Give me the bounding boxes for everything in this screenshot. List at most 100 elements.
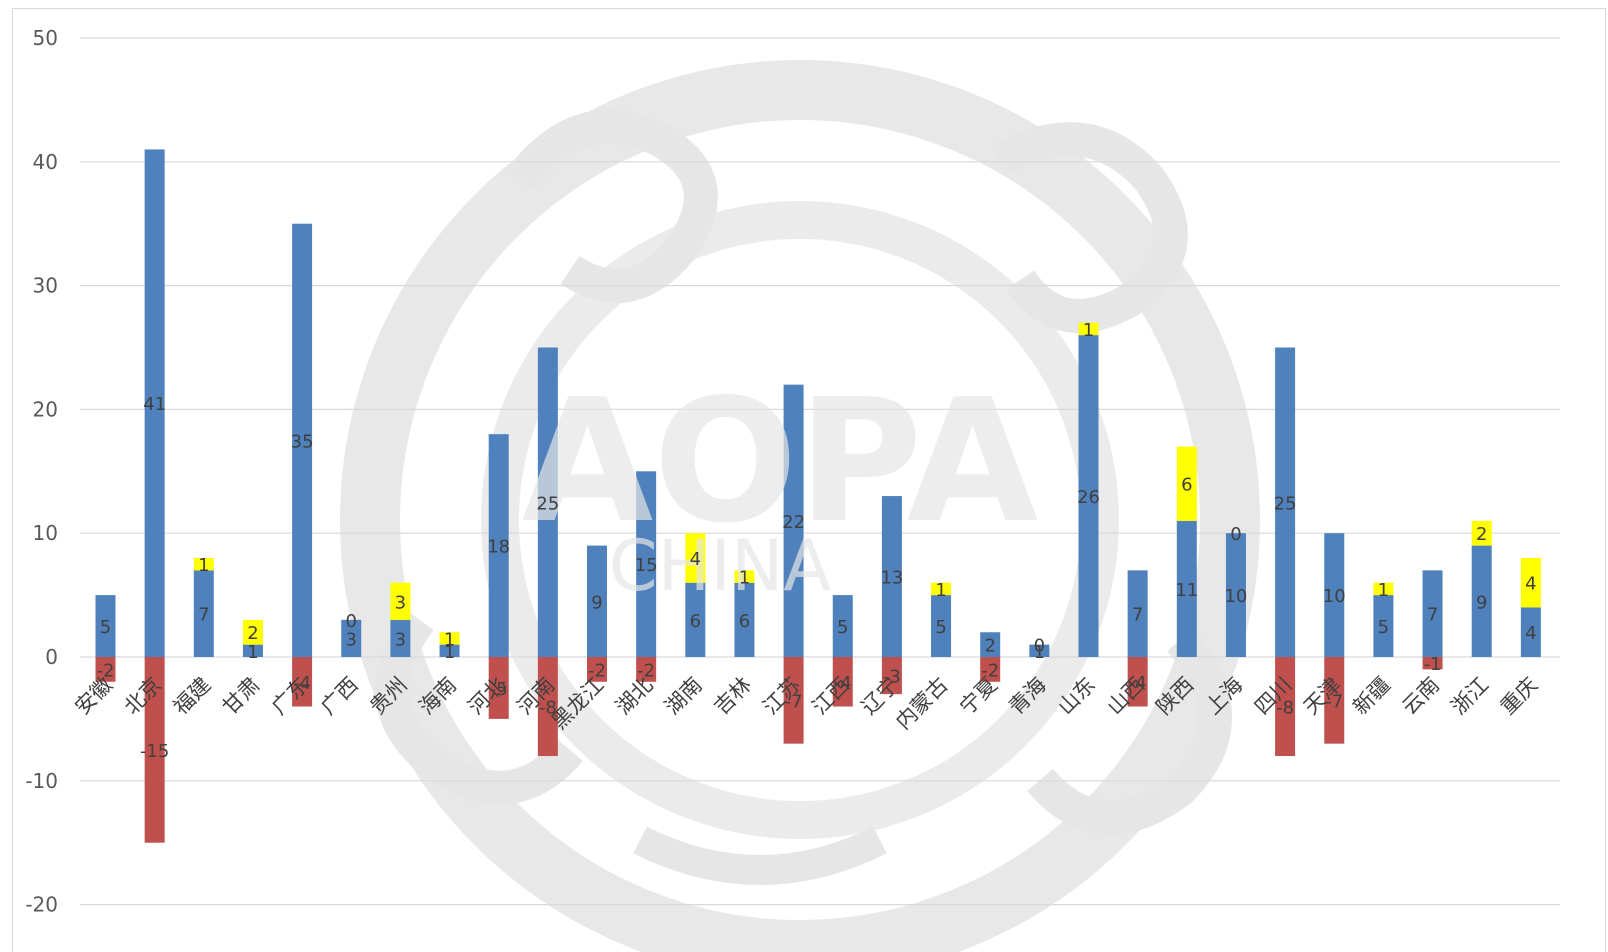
data-label-blue: 5 — [935, 617, 946, 638]
bar-blue — [587, 545, 607, 657]
data-label-red: -2 — [97, 660, 115, 681]
data-label-blue: 11 — [1175, 580, 1198, 601]
data-label-red: -5 — [490, 679, 508, 700]
watermark-text: AOPA CHINA — [522, 363, 1039, 607]
bar-yellow — [1520, 557, 1541, 608]
bar-red — [1127, 657, 1148, 707]
gridlines — [80, 37, 1560, 906]
data-label-red: -7 — [1325, 691, 1343, 712]
bar-yellow — [931, 582, 952, 596]
x-category-label: 福建 — [169, 673, 216, 720]
data-label-yellow: 0 — [1034, 636, 1045, 657]
bar-yellow — [685, 533, 706, 583]
data-label-yellow: 1 — [198, 555, 209, 576]
bar-red — [1422, 657, 1443, 670]
data-label-blue: 22 — [782, 512, 805, 533]
bar-blue — [1275, 347, 1296, 657]
bar-blue — [1422, 570, 1443, 657]
data-label-blue: 41 — [143, 394, 166, 415]
data-label-yellow: 1 — [1083, 320, 1094, 341]
bar-yellow — [242, 619, 263, 645]
x-category-label: 吉林 — [709, 673, 756, 720]
data-label-red: -15 — [140, 741, 169, 762]
bar-blue — [1520, 607, 1541, 657]
data-label-yellow: 4 — [1525, 574, 1536, 595]
bar-yellow — [1176, 446, 1197, 521]
data-label-yellow: 6 — [1181, 475, 1192, 496]
data-label-blue: 25 — [1274, 493, 1297, 514]
data-label-blue: 18 — [487, 537, 510, 558]
bars — [95, 149, 1541, 843]
bar-red — [832, 657, 853, 707]
bar-blue — [341, 619, 362, 657]
data-label-blue: 3 — [346, 629, 357, 650]
chart-frame — [12, 8, 1606, 952]
data-label-red: -4 — [1129, 673, 1147, 694]
data-label-blue: 7 — [1132, 605, 1143, 626]
x-category-label: 重庆 — [1496, 673, 1543, 720]
bar-blue — [734, 582, 755, 657]
x-category-label: 新疆 — [1348, 673, 1395, 720]
y-tick-label: -10 — [25, 769, 58, 793]
bar-blue — [1127, 570, 1148, 657]
data-label-yellow: 2 — [247, 623, 258, 644]
bar-red — [488, 657, 509, 719]
y-tick-label: 20 — [33, 397, 58, 421]
data-label-red: -7 — [785, 691, 803, 712]
bar-blue — [931, 595, 952, 657]
data-label-blue: 15 — [635, 555, 658, 576]
data-label-yellow: 4 — [690, 549, 701, 570]
data-label-blue: 4 — [1525, 623, 1536, 644]
bar-blue — [144, 149, 165, 658]
data-label-red: -3 — [883, 667, 901, 688]
bar-blue — [193, 570, 214, 657]
data-label-yellow: 1 — [935, 580, 946, 601]
data-label-blue: 5 — [100, 617, 111, 638]
bar-yellow — [1471, 520, 1492, 546]
bar-red — [292, 657, 313, 707]
watermark-china: CHINA — [609, 525, 832, 607]
bar-blue — [1029, 644, 1050, 657]
data-label-blue: 1 — [247, 642, 258, 663]
data-label-blue: 9 — [1476, 592, 1487, 613]
bar-blue — [488, 434, 509, 657]
data-label-blue: 7 — [1427, 605, 1438, 626]
data-label-blue: 35 — [291, 431, 314, 452]
data-label-blue: 10 — [1323, 586, 1346, 607]
data-label-blue: 1 — [1034, 642, 1045, 663]
data-label-blue: 26 — [1077, 487, 1100, 508]
data-label-blue: 13 — [880, 568, 903, 589]
y-tick-label: 10 — [33, 521, 58, 545]
bar-red — [636, 657, 657, 682]
x-category-label: 广西 — [316, 673, 363, 720]
bar-blue — [1176, 520, 1197, 657]
bar-blue — [439, 644, 460, 657]
bar-red — [537, 657, 558, 757]
data-label-yellow: 1 — [739, 568, 750, 589]
bar-red — [980, 657, 1001, 682]
data-label-blue: 7 — [198, 605, 209, 626]
x-category-label: 甘肃 — [218, 673, 265, 720]
data-label-red: -2 — [981, 660, 999, 681]
bar-yellow — [193, 557, 214, 571]
bar-blue — [390, 619, 411, 657]
bar-red — [1275, 657, 1296, 757]
bar-yellow — [1373, 582, 1394, 596]
data-label-blue: 1 — [444, 642, 455, 663]
data-label-blue: 2 — [984, 636, 995, 657]
y-tick-label: 30 — [33, 274, 58, 298]
x-category-label: 浙江 — [1447, 673, 1494, 720]
y-tick-label: -20 — [25, 893, 58, 917]
bar-red — [881, 657, 902, 695]
x-category-label: 云南 — [1397, 673, 1444, 720]
data-label-red: -8 — [539, 698, 557, 719]
bar-red — [144, 657, 165, 843]
bar-blue — [636, 471, 657, 657]
bar-blue — [980, 632, 1001, 657]
bar-red — [587, 657, 607, 682]
bar-blue — [537, 347, 558, 657]
data-label-blue: 9 — [591, 592, 602, 613]
data-label-blue: 5 — [1378, 617, 1389, 638]
bar-yellow — [439, 632, 460, 645]
